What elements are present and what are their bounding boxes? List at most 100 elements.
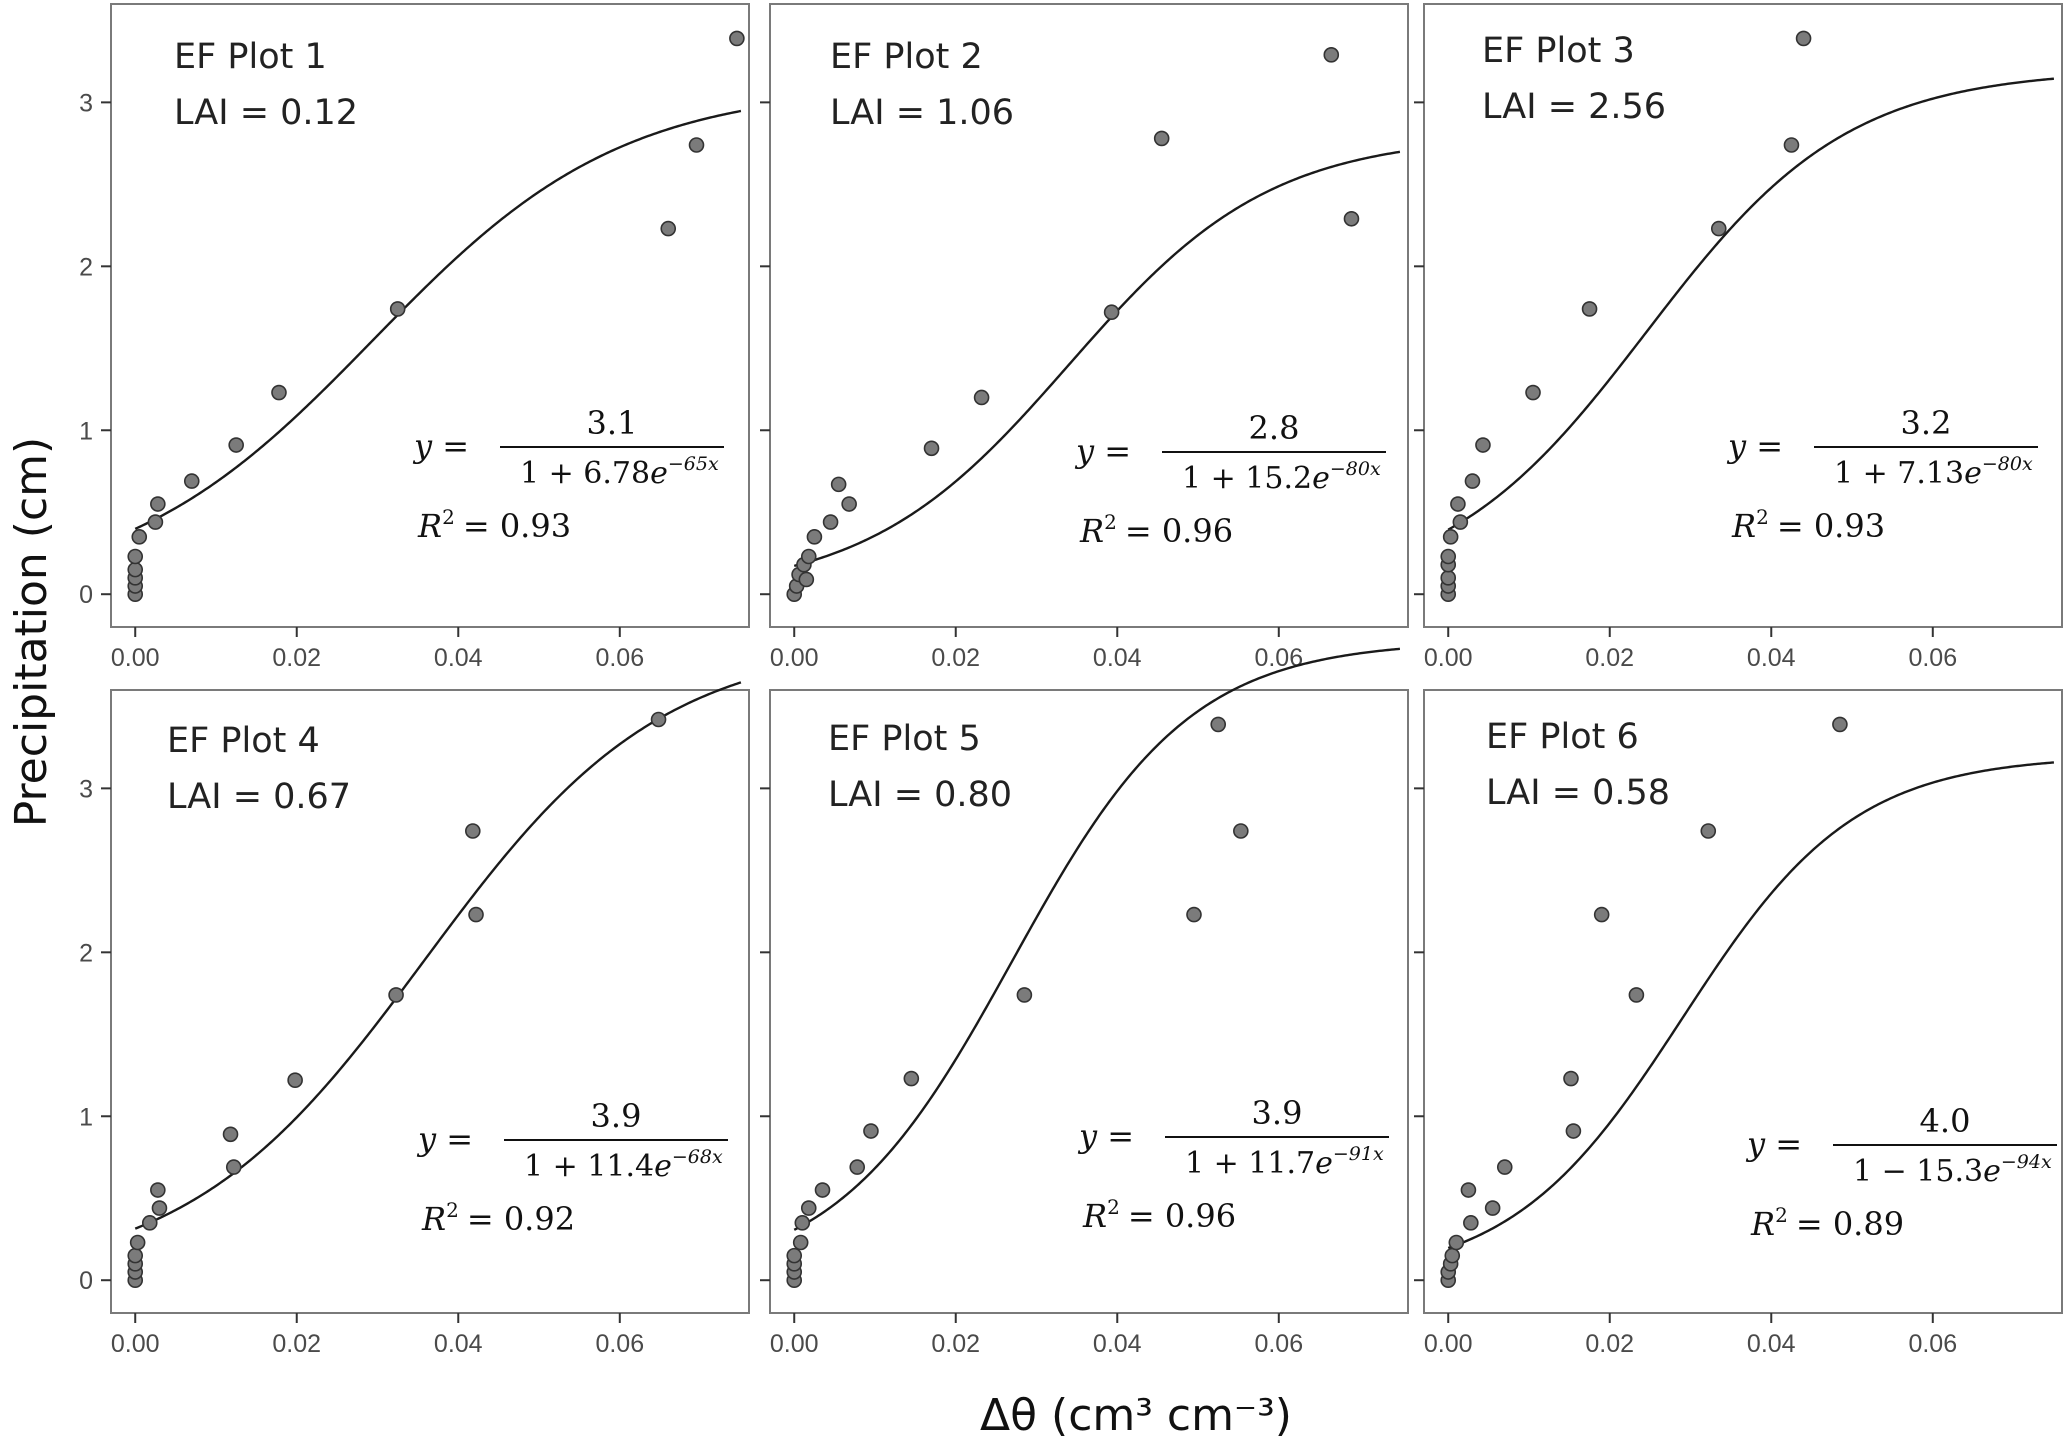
data-point [863,1123,879,1139]
data-point [1496,1159,1513,1175]
y-tick-label: 2 [79,939,93,967]
data-point [1565,1123,1582,1139]
r-symbol: R [1750,1205,1775,1243]
r-squared-value: = 0.92 [467,1200,575,1238]
data-point [1210,716,1227,733]
panel-frame [110,3,750,628]
y-tick-label: 2 [79,253,93,281]
r-squared-value: = 0.93 [463,507,571,545]
x-tick-label: 0.00 [111,644,160,672]
data-point [1628,987,1645,1003]
r-squared: R2 = 0.89 [1750,1203,1904,1243]
data-point [923,440,940,457]
data-point [849,1159,866,1175]
data-point [1448,1234,1465,1251]
data-point [150,1182,166,1198]
y-tick-label: 0 [79,581,93,609]
y-tick-label: 0 [79,1267,93,1295]
equation-denominator: 1 + 11.4e−68x [524,1146,723,1184]
r-squared-value: = 0.89 [1796,1205,1904,1243]
fit-equation: y = 3.1 1 + 6.78e−65x R2 = 0.93 [412,404,724,545]
panel-lai-label: LAI = 1.06 [830,93,1014,133]
x-tick-label: 0.02 [272,1330,321,1358]
x-tick-label: 0.04 [1747,1330,1796,1358]
panel-2: 0.00 0.02 0.04 0.06 EF Plot 2 LAI = 1.06 y = 2.… [760,3,1409,672]
r-squared-value: = 0.93 [1777,507,1885,545]
panel-lai-label: LAI = 0.12 [174,93,358,133]
data-point [1475,437,1491,453]
euler-e: e [1312,461,1330,496]
x-tick-label: 0.04 [1093,644,1142,672]
data-point [688,137,705,153]
x-tick-label: 0.00 [111,1330,160,1358]
euler-e: e [1983,1154,2001,1189]
data-point [1323,47,1340,63]
data-point [798,571,815,588]
equation-numerator: 3.1 [587,404,638,442]
equation-exponent: −65x [668,453,719,475]
equation-numerator: 4.0 [1920,1102,1971,1140]
equation-numerator: 3.9 [1252,1094,1303,1132]
panels: 0.00 0.02 0.04 0.06 0 1 2 3 EF Plot 1 LAI = 0.12 y… [79,3,2063,1358]
r-squared: R2 = 0.93 [417,505,571,545]
r-exponent: 2 [442,505,455,529]
data-point [973,389,990,406]
panel-frame [110,689,750,1314]
data-point [150,496,166,512]
data-point [1444,1247,1461,1264]
x-tick-label: 0.04 [1093,1330,1142,1358]
panel-frame [1423,3,2063,628]
data-point [1783,137,1800,153]
euler-e: e [654,1149,672,1184]
x-tick-label: 0.02 [272,644,321,672]
denominator-coefficient: 1 + 6.78 [520,456,650,491]
denominator-coefficient: 1 + 7.13 [1834,456,1964,491]
data-point [1233,823,1249,839]
panel-lai-label: LAI = 0.58 [1486,773,1670,813]
data-point [225,1159,242,1175]
x-tick-label: 0.02 [931,1330,980,1358]
data-point [127,548,144,565]
y-tick-label: 3 [79,775,93,803]
denominator-coefficient: 1 + 11.7 [1185,1146,1315,1181]
data-point [1450,496,1466,512]
data-point [814,1182,831,1198]
data-point [841,496,857,512]
panel-frame [769,3,1409,628]
r-squared: R2 = 0.96 [1082,1195,1236,1235]
panel-6: 0.00 0.02 0.04 0.06 EF Plot 6 LAI = 0.58 y = 4.… [1414,689,2063,1358]
data-point [786,1247,803,1264]
data-point [1710,220,1727,237]
data-point [1343,210,1360,227]
fit-equation: y = 3.2 1 + 7.13e−80x R2 = 0.93 [1726,404,2038,545]
data-point [271,384,287,401]
equation-lhs: y = [412,427,469,465]
fit-equation: y = 3.9 1 + 11.7e−91x R2 = 0.96 [1077,1094,1389,1235]
data-point [147,514,164,530]
x-tick-label: 0.06 [595,644,644,672]
r-symbol: R [1082,1197,1107,1235]
data-point [903,1070,920,1087]
data-point [287,1072,303,1088]
data-point [1563,1070,1579,1087]
x-tick-label: 0.00 [770,1330,819,1358]
x-tick-label: 0.00 [1424,1330,1473,1358]
fitted-curve [1447,761,2055,1250]
panel-lai-label: LAI = 0.80 [828,775,1012,815]
x-tick-label: 0.06 [1908,644,1957,672]
r-squared: R2 = 0.96 [1079,510,1233,550]
data-point [228,437,244,453]
data-point [806,529,823,545]
data-point [1463,1215,1479,1231]
r-squared: R2 = 0.93 [1731,505,1885,545]
data-point [830,476,847,493]
equation-lhs: y = [1745,1125,1802,1163]
equation-denominator: 1 − 15.3e−94x [1853,1151,2052,1189]
x-tick-label: 0.02 [931,644,980,672]
equation-exponent: −91x [1333,1143,1384,1165]
data-point [468,906,484,923]
data-point [151,1200,168,1216]
panel-title: EF Plot 4 [167,721,320,761]
panel-4: 0.00 0.02 0.04 0.06 0 1 2 3 EF Plot 4 LAI = 0.67 y… [79,681,750,1358]
r-squared: R2 = 0.92 [421,1198,575,1238]
